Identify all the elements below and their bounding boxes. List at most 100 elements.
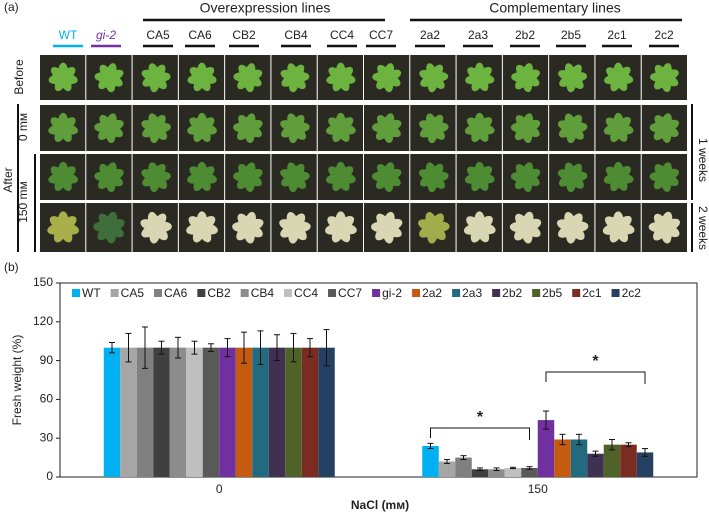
bar <box>285 347 302 477</box>
rosette-center <box>429 223 438 232</box>
rosette-center <box>475 223 485 232</box>
rosette-center <box>151 223 161 232</box>
y-tick-label: 90 <box>40 353 54 367</box>
legend-label: CA6 <box>164 286 188 300</box>
column-label: 2a3 <box>468 28 488 42</box>
legend-swatch <box>328 289 337 297</box>
rosette-center <box>336 123 345 133</box>
bar <box>521 467 538 477</box>
bar <box>570 439 588 477</box>
legend-label: WT <box>82 286 101 300</box>
rosette-center <box>660 73 669 82</box>
bar <box>219 347 236 477</box>
rosette-center <box>105 172 114 182</box>
legend-label: 2a2 <box>422 286 442 300</box>
legend-swatch <box>611 289 620 297</box>
error-bar <box>477 467 483 472</box>
significance-mark: * <box>592 353 599 370</box>
column-label: 2b2 <box>515 28 535 42</box>
legend-swatch <box>72 289 80 297</box>
group-header: Complementary lines <box>489 0 621 16</box>
y-tick-label: 150 <box>33 275 53 289</box>
bar <box>455 457 472 477</box>
column-label: CB2 <box>232 28 256 42</box>
rosette-center <box>475 123 484 133</box>
rosette-center <box>660 223 670 232</box>
rosette-center <box>290 223 299 232</box>
column-label: 2b5 <box>561 28 581 42</box>
row-label: 2 weeks <box>696 206 709 250</box>
legend-label: CB2 <box>207 286 231 300</box>
error-bar <box>493 467 500 472</box>
bar <box>202 347 220 477</box>
legend-swatch <box>240 289 249 297</box>
legend-swatch <box>284 289 293 297</box>
error-bar <box>257 330 264 365</box>
bar <box>554 439 571 477</box>
rosette-center <box>151 123 160 133</box>
row-label: After <box>1 167 15 192</box>
legend-swatch <box>572 289 581 297</box>
legend-label: 2c2 <box>622 286 642 300</box>
bar <box>318 347 335 477</box>
bar <box>235 347 253 477</box>
bar <box>169 347 187 477</box>
error-bar <box>559 433 566 446</box>
rosette-center <box>336 223 346 232</box>
row-label: 150 mᴍ <box>16 181 30 223</box>
bar <box>504 467 522 477</box>
significance-mark: * <box>477 409 484 426</box>
rosette-center <box>59 73 68 82</box>
group-header: Overexpression lines <box>200 0 331 16</box>
rosette-center <box>244 123 253 133</box>
rosette-center <box>660 123 669 133</box>
bar <box>438 461 456 477</box>
rosette-center <box>151 73 160 82</box>
error-bar <box>323 329 330 367</box>
rosette-center <box>290 172 299 182</box>
error-bar <box>142 326 148 369</box>
rosette-center <box>197 223 207 232</box>
error-bar <box>444 459 450 464</box>
legend-label: CB4 <box>251 286 275 300</box>
error-bar <box>427 442 434 450</box>
error-bar <box>241 331 247 364</box>
legend-swatch <box>197 289 206 297</box>
legend-label: 2c1 <box>582 286 602 300</box>
significance-bracket <box>545 371 646 384</box>
legend-label: 2b5 <box>542 286 562 300</box>
bar <box>488 469 505 477</box>
bar <box>422 445 439 477</box>
rosette-center <box>382 223 392 232</box>
rosette-center <box>336 73 345 82</box>
rosette-center <box>383 73 392 82</box>
rosette-center <box>383 172 392 182</box>
rosette-center <box>521 73 531 82</box>
legend-label: 2a3 <box>462 286 482 300</box>
bar <box>120 347 137 477</box>
rosette-center <box>59 123 68 133</box>
legend-label: 2b2 <box>502 286 522 300</box>
y-tick-label: 120 <box>33 314 53 328</box>
bar <box>537 420 555 477</box>
x-tick-label: 150 <box>528 482 548 496</box>
significance-bracket <box>430 427 530 440</box>
rosette-center <box>568 73 577 82</box>
bar <box>587 453 604 477</box>
column-label: CA6 <box>188 28 212 42</box>
rosette-center <box>521 172 531 182</box>
rosette-center <box>475 172 484 182</box>
row-label: 1 weeks <box>696 138 709 182</box>
rosette-center <box>59 172 68 182</box>
error-bar <box>625 442 632 448</box>
plot-frame <box>59 282 698 478</box>
error-bar <box>526 466 533 470</box>
y-axis-label: Fresh weight (%) <box>10 335 24 426</box>
panel-label: (a) <box>4 0 19 14</box>
bar <box>252 347 269 477</box>
error-bar <box>543 410 549 430</box>
rosette-center <box>105 223 114 232</box>
legend-label: CC7 <box>338 286 362 300</box>
error-bar <box>224 338 231 358</box>
rosette-center <box>290 123 299 133</box>
